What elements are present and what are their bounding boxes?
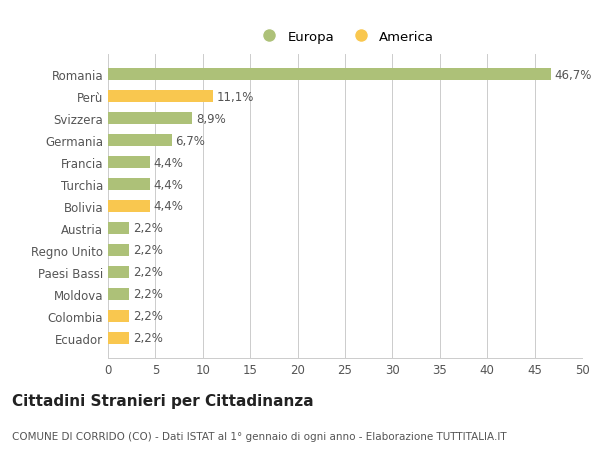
Text: Cittadini Stranieri per Cittadinanza: Cittadini Stranieri per Cittadinanza [12, 393, 314, 409]
Text: 46,7%: 46,7% [554, 68, 592, 81]
Text: 4,4%: 4,4% [154, 156, 184, 169]
Text: COMUNE DI CORRIDO (CO) - Dati ISTAT al 1° gennaio di ogni anno - Elaborazione TU: COMUNE DI CORRIDO (CO) - Dati ISTAT al 1… [12, 431, 506, 441]
Bar [108, 288, 129, 300]
Text: 2,2%: 2,2% [133, 332, 163, 345]
Bar [108, 310, 129, 322]
Bar [108, 223, 129, 235]
Text: 2,2%: 2,2% [133, 266, 163, 279]
Text: 2,2%: 2,2% [133, 244, 163, 257]
Bar [108, 157, 150, 169]
Text: 11,1%: 11,1% [217, 90, 254, 103]
Bar [108, 332, 129, 344]
Text: 2,2%: 2,2% [133, 222, 163, 235]
Bar [108, 134, 172, 147]
Bar [108, 266, 129, 279]
Bar [108, 179, 150, 190]
Legend: Europa, America: Europa, America [251, 25, 439, 49]
Text: 2,2%: 2,2% [133, 310, 163, 323]
Bar [108, 69, 551, 81]
Bar [108, 244, 129, 257]
Text: 4,4%: 4,4% [154, 200, 184, 213]
Text: 6,7%: 6,7% [175, 134, 205, 147]
Text: 4,4%: 4,4% [154, 178, 184, 191]
Bar [108, 91, 213, 103]
Bar [108, 113, 193, 125]
Text: 2,2%: 2,2% [133, 288, 163, 301]
Bar [108, 201, 150, 213]
Text: 8,9%: 8,9% [196, 112, 226, 125]
